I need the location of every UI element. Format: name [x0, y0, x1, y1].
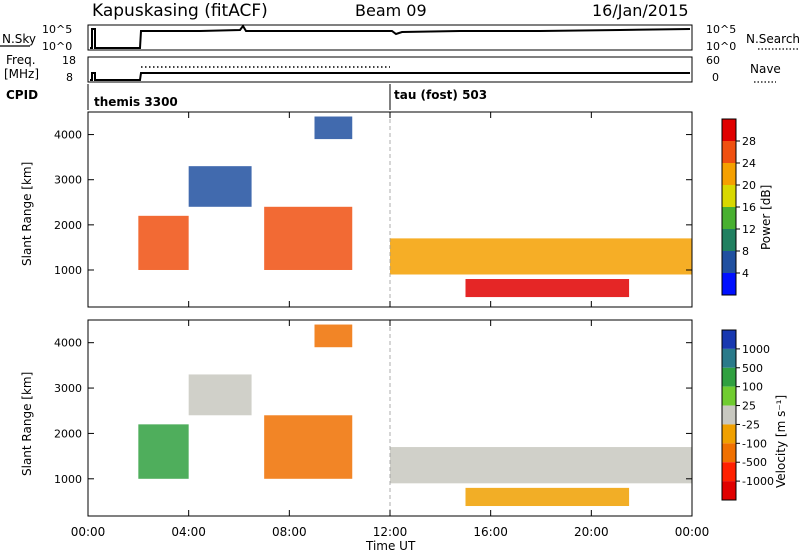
x-axis-label: Time UT [365, 539, 416, 553]
y-tick-label: 1000 [54, 264, 82, 277]
colorbar-swatch [722, 251, 736, 273]
beam-title: Beam 09 [355, 1, 427, 20]
velocity-echo-region [390, 447, 692, 484]
power-ylabel: Slant Range [km] [20, 162, 34, 266]
colorbar-swatch [722, 367, 736, 387]
cpid-panel: CPID themis 3300 tau (fost) 503 [6, 84, 487, 110]
colorbar-swatch [722, 141, 736, 163]
noise-right-tick-top: 10^5 [706, 23, 736, 36]
power-echo-region [138, 215, 189, 270]
y-tick-label: 3000 [54, 382, 82, 395]
power-echo-region [188, 166, 252, 207]
power-echo-region [314, 116, 353, 140]
colorbar-tick-label: 12 [742, 223, 756, 236]
colorbar-swatch [722, 330, 736, 349]
noise-panel: N.Sky 10^5 10^0 10^5 10^0 N.Search [0, 23, 800, 53]
velocity-colorbar: 1000 500 100 25 -25 -100 -500 -1000 [721, 329, 774, 501]
colorbar-tick-label: 1000 [742, 343, 770, 356]
power-echo-region [465, 279, 630, 298]
cpid-label: CPID [6, 88, 38, 102]
freq-right-tick-bottom: 0 [712, 71, 719, 84]
x-tick-label: 12:00 [373, 525, 408, 539]
colorbar-swatch [722, 462, 736, 482]
colorbar-swatch [722, 386, 736, 406]
velocity-echo-region [264, 415, 353, 479]
velocity-ylabel: Slant Range [km] [20, 372, 34, 476]
noise-sky-trace [90, 24, 691, 49]
colorbar-swatch [722, 405, 736, 425]
freq-left-tick-top: 18 [62, 54, 76, 67]
colorbar-tick-label: -500 [742, 456, 767, 469]
x-axis-ticks: 00:00 04:00 08:00 12:00 16:00 20:00 00:00 [71, 112, 710, 539]
freq-left-tick-bottom: 8 [66, 71, 73, 84]
colorbar-swatch [722, 348, 736, 368]
x-tick-label: 08:00 [272, 525, 307, 539]
colorbar-tick-label: 20 [742, 179, 756, 192]
freq-trace [90, 72, 690, 81]
y-tick-label: 1000 [54, 473, 82, 486]
x-tick-label: 20:00 [574, 525, 609, 539]
power-colorbar: 28 24 20 16 12 8 4 [721, 118, 756, 296]
velocity-echo-region [465, 487, 630, 507]
colorbar-tick-label: 100 [742, 381, 763, 394]
power-echo-region [390, 238, 692, 275]
y-tick-label: 2000 [54, 219, 82, 232]
noise-left-tick-top: 10^5 [42, 23, 72, 36]
x-tick-label: 16:00 [473, 525, 508, 539]
power-yticks: 4000 3000 2000 1000 [54, 129, 692, 277]
x-tick-label: 00:00 [71, 525, 106, 539]
noise-right-tick-bottom: 10^0 [706, 40, 736, 53]
freq-left-label-1: Freq. [6, 53, 36, 67]
frequency-panel: Freq. [MHz] 18 8 60 0 Nave [4, 53, 781, 84]
colorbar-swatch [722, 481, 736, 500]
colorbar-tick-label: -25 [742, 418, 760, 431]
y-tick-label: 3000 [54, 174, 82, 187]
noise-right-label: N.Search [746, 32, 800, 46]
y-tick-label: 2000 [54, 427, 82, 440]
colorbar-tick-label: 8 [742, 245, 749, 258]
power-panel: Slant Range [km] 4000 3000 2000 1000 28 24 20… [20, 111, 773, 308]
colorbar-tick-label: 28 [742, 135, 756, 148]
velocity-echo-region [138, 424, 189, 479]
colorbar-tick-label: -1000 [742, 475, 774, 488]
freq-right-label: Nave [750, 62, 781, 76]
colorbar-swatch [722, 443, 736, 463]
colorbar-tick-label: 25 [742, 400, 756, 413]
colorbar-tick-label: -100 [742, 437, 767, 450]
cpid-program-1: themis 3300 [94, 95, 178, 109]
velocity-echo-region [314, 324, 353, 348]
freq-right-tick-top: 60 [706, 54, 720, 67]
colorbar-tick-label: 16 [742, 201, 756, 214]
cpid-program-2: tau (fost) 503 [394, 88, 487, 102]
velocity-colorbar-label: Velocity [m s⁻¹] [774, 395, 788, 488]
freq-left-label-2: [MHz] [4, 67, 39, 81]
colorbar-swatch [722, 229, 736, 251]
power-echo-region [264, 206, 353, 270]
y-tick-label: 4000 [54, 129, 82, 142]
velocity-panel: Slant Range [km] 4000 3000 2000 1000 1000 50… [20, 319, 788, 517]
station-title: Kapuskasing (fitACF) [92, 1, 268, 21]
colorbar-swatch [722, 163, 736, 185]
colorbar-tick-label: 24 [742, 157, 756, 170]
velocity-yticks: 4000 3000 2000 1000 [54, 337, 692, 486]
velocity-echo-data [138, 324, 692, 507]
colorbar-swatch [722, 185, 736, 207]
power-echo-data [138, 116, 692, 298]
power-colorbar-label: Power [dB] [759, 185, 773, 250]
colorbar-swatch [722, 424, 736, 444]
colorbar-swatch [722, 119, 736, 141]
colorbar-tick-label: 500 [742, 362, 763, 375]
velocity-echo-region [188, 374, 252, 416]
colorbar-tick-label: 4 [742, 267, 749, 280]
colorbar-swatch [722, 273, 736, 295]
colorbar-swatch [722, 207, 736, 229]
x-tick-label: 04:00 [171, 525, 206, 539]
noise-left-tick-bottom: 10^0 [42, 40, 72, 53]
x-tick-label: 00:00 [675, 525, 710, 539]
y-tick-label: 4000 [54, 337, 82, 350]
noise-left-label: N.Sky [2, 32, 36, 46]
colorbar-frame [721, 329, 737, 501]
date-title: 16/Jan/2015 [592, 1, 689, 20]
